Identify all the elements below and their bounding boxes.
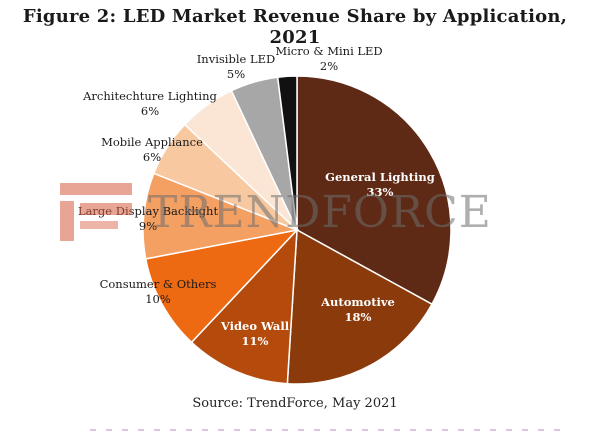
slice-name: Architechture Lighting	[82, 89, 217, 103]
slice-percent: 5%	[227, 67, 245, 81]
slice-name: General Lighting	[325, 170, 435, 184]
slice-name: Mobile Appliance	[101, 135, 203, 149]
slice-percent: 10%	[145, 292, 171, 306]
source-note: Source: TrendForce, May 2021	[192, 396, 398, 411]
slice-percent: 6%	[141, 104, 159, 118]
slice-percent: 2%	[320, 59, 338, 73]
slice-label-general-lighting: General Lighting 33%	[325, 170, 435, 199]
slice-percent: 11%	[242, 334, 269, 348]
pie-slice-general-lighting	[296, 75, 452, 306]
slice-label-consumer-and-others: Consumer & Others 10%	[100, 277, 217, 306]
slice-name: Invisible LED	[197, 52, 275, 66]
slice-name: Video Wall	[220, 319, 290, 333]
slice-name: Consumer & Others	[100, 277, 217, 291]
bottom-artifact-line	[90, 429, 560, 431]
pie-slice-large-display-backlight	[142, 172, 300, 260]
slice-label-micro-and-mini-led: Micro & Mini LED 2%	[275, 44, 382, 73]
trendforce-watermark: TRENDFORCE	[60, 181, 530, 251]
slice-label-invisible-led: Invisible LED 5%	[197, 52, 275, 81]
slice-label-mobile-appliance: Mobile Appliance 6%	[101, 135, 203, 164]
pie-slice-consumer-and-others	[144, 228, 300, 344]
pie-labels: General Lighting 33% Automotive 18% Video Wa…	[78, 44, 435, 348]
slice-name: Micro & Mini LED	[275, 44, 382, 58]
pie-slice-video-wall	[190, 227, 298, 385]
slice-percent: 9%	[139, 219, 157, 233]
slice-name: Automotive	[320, 295, 395, 309]
pie-slice-automotive	[286, 228, 433, 385]
slice-percent: 6%	[143, 150, 161, 164]
trendforce-logo-icon	[60, 183, 132, 241]
slice-label-architechture-lighting: Architechture Lighting 6%	[82, 89, 217, 118]
pie-slices	[142, 75, 452, 385]
slice-percent: 33%	[367, 185, 394, 199]
watermark-text: TRENDFORCE	[148, 187, 492, 238]
pie-slice-micro-and-mini-led	[276, 75, 298, 231]
slice-label-automotive: Automotive 18%	[320, 295, 395, 324]
chart-title: Figure 2: LED Market Revenue Share by Ap…	[22, 6, 568, 48]
slice-label-video-wall: Video Wall 11%	[220, 319, 290, 348]
slice-percent: 18%	[345, 310, 372, 324]
